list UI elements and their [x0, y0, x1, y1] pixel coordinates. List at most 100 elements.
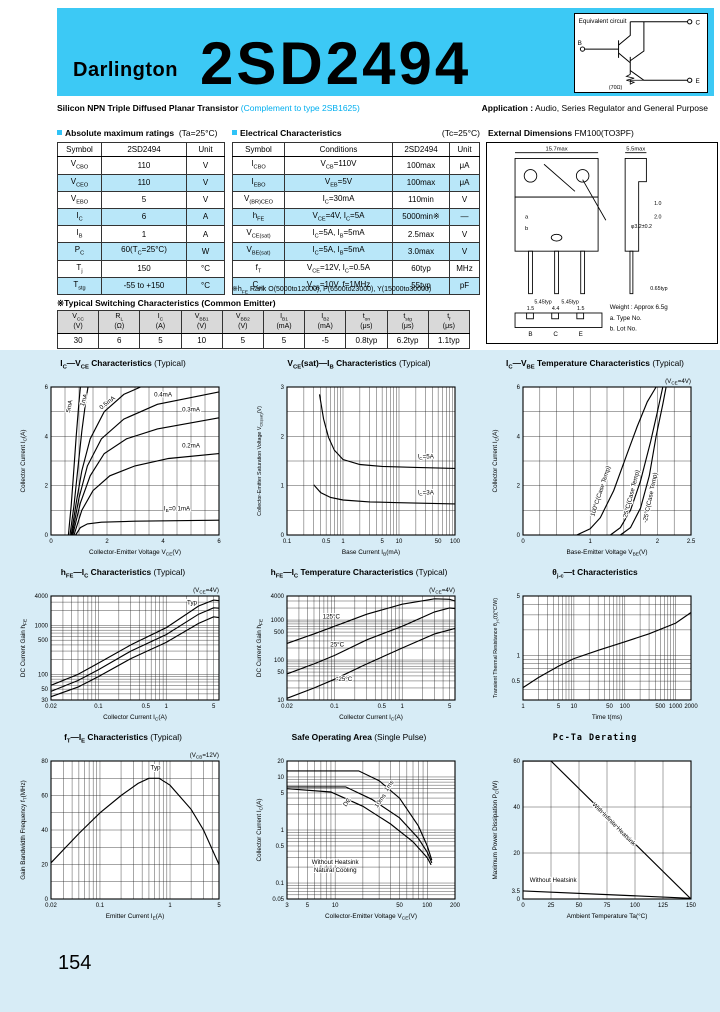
table-cell: 5 [262, 333, 306, 349]
chart-title: IC—VCE Characteristics (Typical) [60, 358, 186, 371]
application-text: Application : Audio, Series Regulator an… [481, 103, 708, 113]
column-header: ton (μs) [345, 309, 388, 335]
series-125°C [286, 598, 456, 644]
svg-text:40: 40 [513, 805, 520, 811]
table-row: 30 6 5 10 5 5 -5 0.8typ 6.2typ 1.1typ [56, 333, 471, 349]
chart-panel-3: IC—VBE Temperature Characteristics (Typi… [480, 358, 710, 559]
y-axis-label: Gain Bandwidth Frequency fT(MHz) [20, 780, 29, 880]
table-cell: ICBO [232, 156, 285, 175]
table-row: ICBO VCB=110V 100max μA [232, 156, 480, 175]
svg-text:50: 50 [396, 903, 403, 909]
svg-text:3.5: 3.5 [512, 889, 521, 895]
table-row: VCE(sat) IC=5A, IB=5mA 2.5max V [232, 225, 480, 244]
data-series [522, 760, 692, 900]
svg-text:Typ: Typ [187, 599, 198, 606]
table-cell: 1.1typ [427, 333, 471, 349]
svg-text:IC=3A: IC=3A [418, 490, 435, 498]
svg-text:2: 2 [45, 484, 49, 490]
series-Without Heatsink [522, 890, 692, 899]
curve-labels: Typ [150, 764, 163, 773]
x-axis-label: Collector Current IC(A) [103, 714, 167, 723]
chart-panel-5: hFE—IC Temperature Characteristics (Typi… [244, 567, 474, 724]
svg-text:5: 5 [306, 903, 310, 909]
table-cell: IC=5A, IB=5mA [284, 225, 393, 244]
chart-canvas: 0.02 0.1 1 5 0 20 40 60 80 Emitter Current IE(A) G… [20, 752, 221, 922]
switching-body: 30 6 5 10 5 5 -5 0.8typ 6.2typ 1.1typ [56, 333, 471, 349]
table-cell: VCE=4V, IC=5A [284, 207, 393, 227]
column-header: 2SD2494 [392, 141, 450, 158]
svg-text:1: 1 [168, 903, 172, 909]
series-100°C [576, 386, 657, 536]
table-row: Tj 150 °C [57, 259, 225, 278]
table-cell: IC=30mA [284, 190, 393, 210]
svg-text:10: 10 [396, 539, 403, 545]
table-row: Cob VCB=10V, f=1MHz 55typ pF [232, 276, 480, 295]
table-cell: — [449, 207, 480, 227]
table-cell: 5000min※ [392, 207, 450, 227]
svg-text:2: 2 [105, 539, 109, 545]
y-tick-labels: 0 20 40 60 80 [41, 759, 48, 903]
column-header: Symbol [57, 141, 102, 158]
grid-lines [50, 760, 220, 900]
data-series [50, 599, 220, 698]
svg-text:0: 0 [45, 897, 49, 903]
circuit-wires [579, 19, 693, 85]
curve-labels: IC=5A IC=3A [417, 453, 436, 499]
svg-text:B: B [528, 331, 532, 338]
table-cell: IEBO [232, 173, 285, 192]
column-header: 2SD2494 [101, 141, 187, 158]
svg-text:Weight : Approx 6.5g: Weight : Approx 6.5g [610, 304, 669, 311]
chart-canvas: 0.1 0.5 1 5 10 50 100 0 1 2 3 Base Current IB(mA) Co… [257, 385, 461, 558]
equivalent-circuit-title: Equivalent circuit [579, 18, 627, 25]
svg-text:0.5: 0.5 [512, 679, 521, 685]
svg-text:1.0: 1.0 [654, 201, 661, 207]
elec-table: Symbol Conditions 2SD2494 Unit ICBO VCB=110V 1… [232, 141, 480, 295]
table-cell: 5 [139, 333, 182, 349]
table-row: IB 1 A [57, 225, 225, 244]
table-cell: VCB=10V, f=1MHz [284, 276, 393, 295]
x-tick-labels: 0 25 50 75 100 125 150 [521, 903, 696, 909]
table-cell: VCEO [57, 173, 102, 192]
table-cell: 110min [392, 190, 450, 210]
svg-text:1: 1 [165, 704, 169, 710]
data-series [313, 394, 456, 505]
svg-text:-25°C: -25°C [336, 676, 352, 683]
svg-text:125°C: 125°C [323, 613, 341, 620]
equivalent-circuit-box: Equivalent circuit [574, 13, 708, 93]
x-axis-label: Ambient Temperature Ta(°C) [567, 912, 648, 920]
table-row: fT VCE=12V, IC=0.5A 60typ MHz [232, 259, 480, 278]
svg-text:IB=0.1mA: IB=0.1mA [164, 505, 191, 513]
svg-text:100: 100 [620, 704, 631, 710]
table-cell: fT [232, 259, 285, 278]
table-cell: -5 [304, 333, 347, 349]
table-cell: 110 [101, 156, 187, 175]
table-cell: 6.2typ [386, 333, 429, 349]
series-IB=0.2mA [73, 453, 220, 536]
series-fT [50, 777, 220, 865]
grid-lines [286, 595, 456, 701]
svg-text:25°C: 25°C [330, 642, 344, 649]
chart-title: hFE—IC Characteristics (Typical) [60, 567, 186, 580]
column-header: RL (Ω) [98, 309, 141, 335]
switching-header: VCC (V) RL (Ω) IC (A) VBB1 (V) VBB2 (V) IB1 (mA) IB2… [56, 309, 471, 335]
chart-title: IC—VBE Temperature Characteristics (Typi… [506, 358, 684, 371]
svg-text:2: 2 [281, 434, 285, 440]
table-cell: IC=5A, IB=5mA [284, 242, 393, 261]
series-IB=0.4mA [71, 391, 220, 536]
svg-text:200: 200 [450, 903, 461, 909]
series-IB=0.1mA [75, 519, 220, 536]
svg-text:Without Heatsink: Without Heatsink [530, 877, 578, 884]
chart-note: (VCE=4V) [193, 587, 219, 595]
svg-text:5: 5 [212, 704, 216, 710]
table-cell: 6 [101, 207, 187, 227]
svg-text:100: 100 [422, 903, 433, 909]
table-cell: VBE(sat) [232, 242, 285, 261]
table-row: Tstg -55 to +150 °C [57, 276, 225, 295]
svg-text:Typ: Typ [151, 765, 162, 772]
svg-text:5.45typ: 5.45typ [534, 299, 551, 305]
chart-title: VCE(sat)—IB Characteristics (Typical) [287, 358, 431, 371]
svg-text:0: 0 [517, 533, 521, 539]
chart-title: fT—IE Characteristics (Typical) [64, 732, 182, 745]
chart-canvas: 0 25 50 75 100 125 150 60 40 20 3.5 0 Ambient Temper… [492, 759, 697, 920]
x-tick-labels: 0 1 2 2.5 [521, 539, 696, 545]
